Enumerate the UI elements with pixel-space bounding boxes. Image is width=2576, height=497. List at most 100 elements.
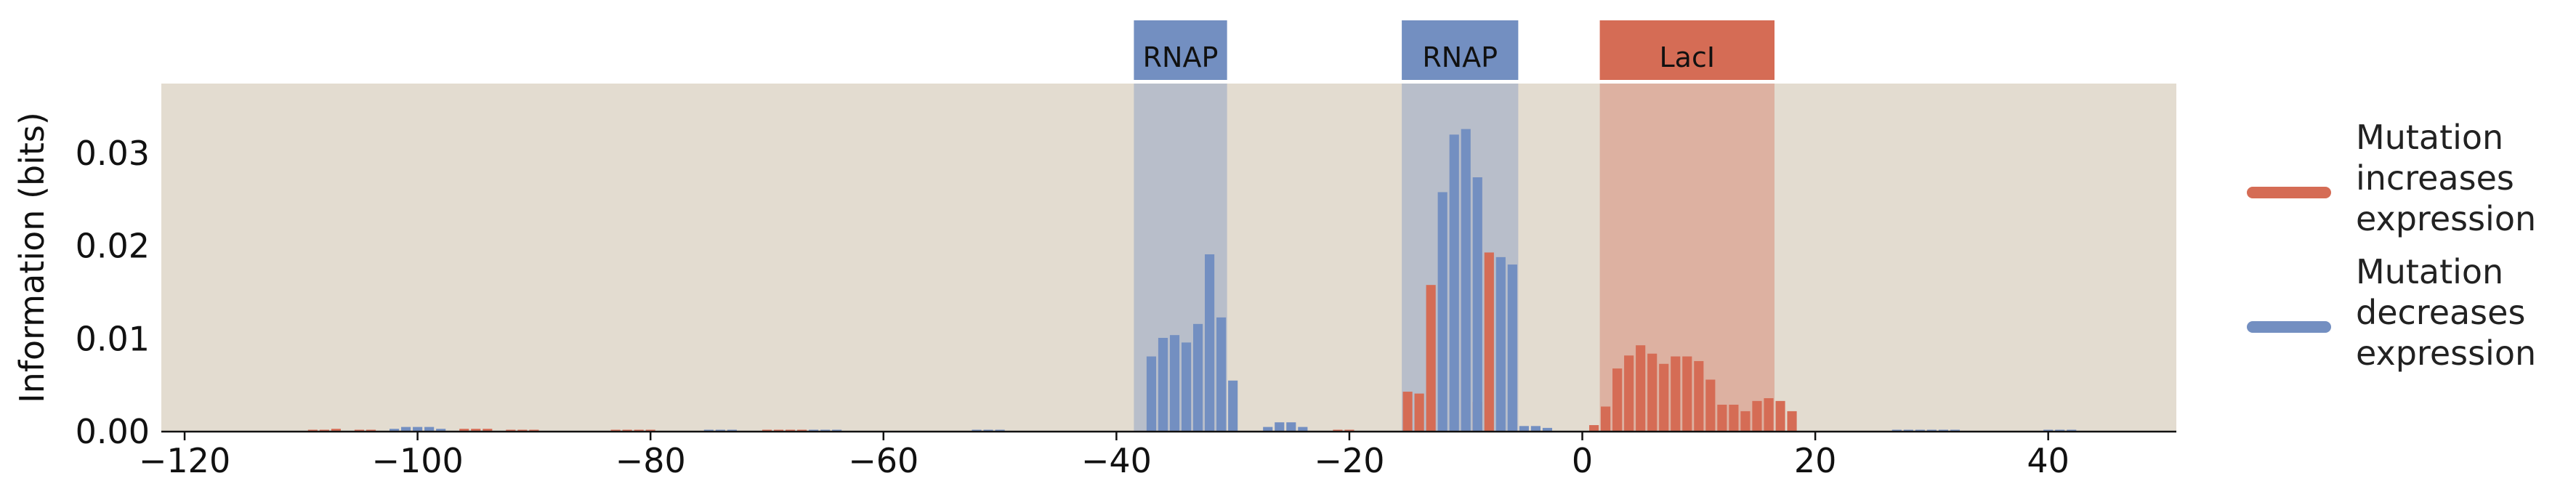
bar-s0-18 <box>797 429 807 432</box>
bar-s1-42 <box>2055 429 2065 432</box>
bar-s0-8 <box>506 429 516 432</box>
bar-s0-14 <box>645 429 655 432</box>
bar-s1-26 <box>1437 192 1448 432</box>
bar-s0-31 <box>1647 353 1658 432</box>
bar-s1-2 <box>413 427 423 432</box>
bar-s1-38 <box>1926 429 1937 432</box>
region-label-0: RNAP <box>1143 41 1219 73</box>
plot-background <box>161 84 2176 432</box>
bar-s0-17 <box>785 429 796 432</box>
bar-s1-39 <box>1938 429 1948 432</box>
bar-s0-0 <box>307 429 318 432</box>
bar-s1-11 <box>972 429 982 432</box>
bar-s0-19 <box>1333 429 1343 432</box>
x-tick-label-1: −100 <box>371 441 463 480</box>
bar-s1-28 <box>1461 129 1471 432</box>
bar-s1-34 <box>1542 427 1553 432</box>
legend: MutationincreasesexpressionMutationdecre… <box>2247 118 2536 373</box>
bar-s0-26 <box>1588 425 1599 432</box>
bar-s1-35 <box>1891 429 1902 432</box>
bar-s0-16 <box>773 429 784 432</box>
bar-s1-24 <box>1286 422 1296 432</box>
bar-s0-9 <box>517 429 528 432</box>
bar-s1-17 <box>1181 342 1192 432</box>
axes-layer: −120 −100 −80 −60 −40 −20 0 20 40 0.00 0.01 0.02 0.0… <box>76 134 2176 480</box>
bar-s0-41 <box>1764 398 1774 432</box>
x-tick-label-6: 0 <box>1572 441 1593 480</box>
bar-s0-3 <box>354 429 365 432</box>
legend-text-1-0: Mutation <box>2356 252 2503 291</box>
bar-s1-7 <box>727 429 737 432</box>
x-tick-label-0: −120 <box>139 441 230 480</box>
bar-s1-23 <box>1275 422 1285 432</box>
bars-layer <box>307 129 2077 432</box>
bar-s0-10 <box>529 429 539 432</box>
bar-s0-5 <box>459 429 469 432</box>
legend-text-1-2: expression <box>2356 334 2536 373</box>
legend-text-1-1: decreases <box>2356 293 2525 332</box>
bar-s0-38 <box>1729 404 1739 432</box>
bar-s1-30 <box>1495 256 1506 432</box>
x-tick-label-2: −80 <box>615 441 686 480</box>
bar-s0-42 <box>1775 400 1785 432</box>
y-tick-label-1: 0.01 <box>76 319 150 358</box>
bar-s0-36 <box>1705 379 1716 432</box>
region-header-1 <box>1402 20 1519 80</box>
legend-text-0-1: increases <box>2356 158 2514 198</box>
bar-s0-2 <box>331 429 342 432</box>
bar-s0-32 <box>1659 363 1669 432</box>
bar-s1-20 <box>1216 317 1227 432</box>
bar-s0-20 <box>1344 429 1354 432</box>
bar-s1-10 <box>832 429 842 432</box>
bar-s0-39 <box>1740 411 1751 432</box>
region-header-2 <box>1599 20 1775 80</box>
x-tick-label-8: 40 <box>2027 441 2070 480</box>
bar-s0-22 <box>1414 393 1424 432</box>
bar-s1-41 <box>2043 429 2054 432</box>
bar-s1-16 <box>1169 335 1180 432</box>
bar-s1-29 <box>1472 177 1482 432</box>
bar-s1-14 <box>1146 356 1157 432</box>
bar-s1-5 <box>703 429 714 432</box>
bar-s1-9 <box>820 429 831 432</box>
bar-s0-34 <box>1682 356 1692 432</box>
bar-s1-32 <box>1519 426 1529 432</box>
bar-s1-27 <box>1449 134 1459 432</box>
bar-s1-18 <box>1193 323 1203 432</box>
bar-s0-43 <box>1787 411 1797 432</box>
bar-s1-6 <box>715 429 725 432</box>
bar-s0-6 <box>471 429 481 432</box>
bar-s1-22 <box>1263 427 1273 432</box>
legend-text-0-2: expression <box>2356 199 2536 238</box>
bar-s1-12 <box>983 429 993 432</box>
bar-s0-40 <box>1752 400 1762 432</box>
bar-s1-19 <box>1205 254 1215 432</box>
bar-s1-3 <box>424 427 435 432</box>
bar-s0-15 <box>762 429 772 432</box>
bar-s0-28 <box>1612 368 1623 432</box>
bar-s1-1 <box>401 427 411 432</box>
y-tick-label-0: 0.00 <box>76 412 150 451</box>
legend-text-0-0: Mutation <box>2356 118 2503 157</box>
bar-s0-27 <box>1601 406 1611 432</box>
region-headers: RNAP RNAP LacI <box>1134 20 1775 80</box>
bar-s0-29 <box>1624 355 1634 432</box>
bar-s0-23 <box>1426 285 1436 432</box>
x-tick-label-4: −40 <box>1081 441 1152 480</box>
bar-s0-37 <box>1717 404 1727 432</box>
bar-s1-37 <box>1915 429 1925 432</box>
region-header-0 <box>1134 20 1227 80</box>
bar-s0-1 <box>319 429 329 432</box>
region-label-1: RNAP <box>1422 41 1498 73</box>
bar-s1-15 <box>1158 337 1168 432</box>
bar-s1-33 <box>1530 426 1541 432</box>
bar-s1-31 <box>1507 264 1517 432</box>
x-tick-label-3: −60 <box>848 441 918 480</box>
region-label-2: LacI <box>1660 41 1716 73</box>
bar-s0-12 <box>622 429 632 432</box>
bar-s0-33 <box>1671 356 1681 432</box>
bar-s0-30 <box>1636 345 1646 432</box>
bar-s1-0 <box>389 429 400 432</box>
bar-s0-7 <box>483 429 493 432</box>
